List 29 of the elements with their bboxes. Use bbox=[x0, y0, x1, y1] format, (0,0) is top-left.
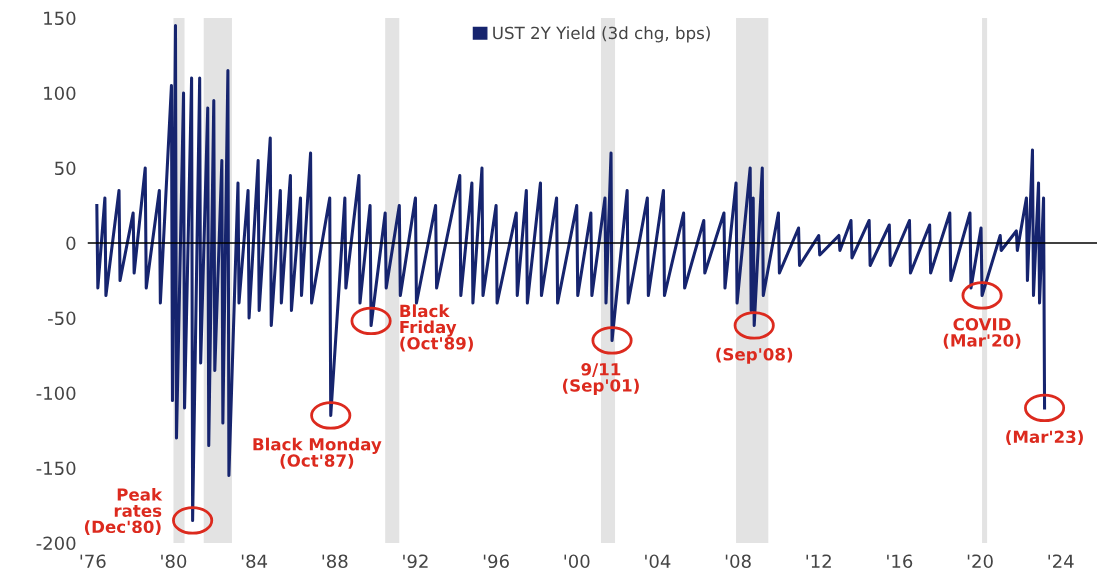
x-tick-label: '12 bbox=[806, 554, 831, 568]
y-tick-label: -150 bbox=[36, 461, 76, 476]
y-tick-label: -50 bbox=[48, 311, 76, 326]
annotation: (Sep'08) bbox=[716, 347, 793, 364]
annotation: Peak rates (Dec'80) bbox=[84, 487, 163, 536]
y-tick-label: -200 bbox=[36, 536, 76, 551]
y-tick-label: 0 bbox=[66, 236, 76, 251]
x-tick-label: '08 bbox=[725, 554, 751, 569]
x-tick-label: '96 bbox=[483, 554, 509, 569]
x-tick-label: '16 bbox=[887, 554, 913, 569]
annotation: 9/11 (Sep'01) bbox=[562, 363, 639, 395]
annotation: Black Friday (Oct'89) bbox=[400, 304, 473, 352]
x-tick-label: '80 bbox=[161, 554, 187, 569]
x-tick-label: '24 bbox=[1048, 554, 1074, 568]
x-tick-label: '04 bbox=[645, 554, 671, 569]
annotation: (Mar'23) bbox=[1006, 430, 1083, 446]
x-tick-label: '84 bbox=[241, 554, 268, 569]
annotation: Black Monday (Oct'87) bbox=[253, 437, 382, 469]
y-tick-label: 100 bbox=[44, 86, 76, 101]
x-tick-label: '92 bbox=[403, 554, 428, 569]
y-tick-label: -100 bbox=[36, 386, 76, 401]
legend-label: UST 2Y Yield (3d chg, bps) bbox=[493, 26, 710, 43]
annotation: COVID (Mar'20) bbox=[943, 318, 1021, 349]
x-tick-label: '00 bbox=[564, 554, 590, 569]
y-tick-label: 150 bbox=[44, 11, 76, 26]
x-tick-label: '20 bbox=[967, 554, 993, 569]
y-tick-label: 50 bbox=[55, 161, 76, 176]
x-tick-label: '76 bbox=[80, 554, 106, 569]
x-tick-label: '88 bbox=[322, 554, 348, 569]
